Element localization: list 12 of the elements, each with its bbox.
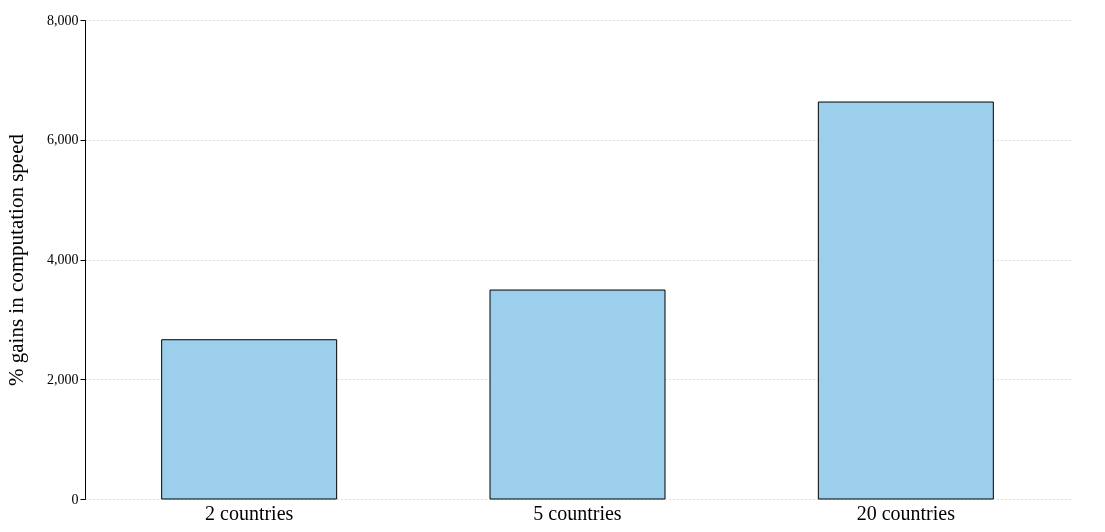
y-tick-label: 4,000: [47, 252, 79, 267]
y-tick-label: 0: [71, 491, 79, 507]
x-tick-label: 20 countries: [856, 501, 956, 524]
y-tick-label: 2,000: [47, 371, 79, 387]
x-tick-label: 2 countries: [205, 501, 294, 524]
y-tick-label: 8,000: [47, 12, 79, 28]
bar: [161, 339, 338, 500]
x-tick-label: 5 countries: [533, 501, 622, 524]
y-axis-title: % gains in computation speed: [4, 133, 28, 386]
bar: [817, 101, 994, 500]
y-tick-label: 6,000: [47, 132, 79, 148]
bar: [489, 289, 666, 500]
